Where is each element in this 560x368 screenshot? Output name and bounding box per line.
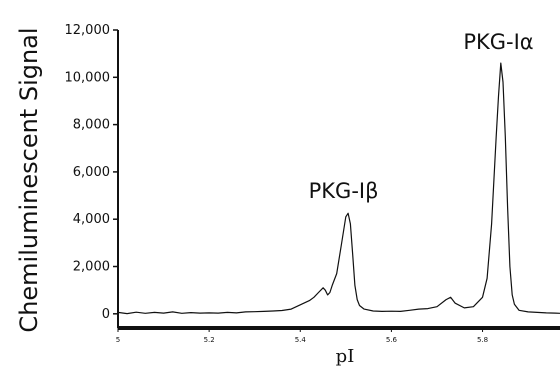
y-tick-label: 6,000 (73, 165, 110, 180)
y-tick-label: 4,000 (73, 212, 110, 227)
peak-annotation: PKG-Iβ (309, 179, 379, 203)
plot-area: 0 2,000 4,000 6,000 8,000 10,000 12,000 5 5.2 5.4… (65, 23, 560, 344)
y-tick-label: 2,000 (73, 260, 110, 275)
y-tick-label: 8,000 (73, 118, 110, 133)
x-tick-label: 5.2 (204, 336, 215, 344)
y-axis-label: Chemiluminescent Signal (15, 27, 43, 332)
peak-annotation: PKG-Iα (463, 30, 533, 54)
x-axis-label: pI (336, 346, 355, 367)
y-tick-label: 10,000 (65, 70, 111, 85)
x-tick-label: 5.6 (386, 336, 398, 344)
y-tick-label: 0 (102, 307, 110, 322)
x-tick-label: 5.8 (477, 336, 488, 344)
x-tick-label: 5 (116, 336, 120, 344)
series-line (117, 62, 560, 315)
x-tick-label: 5.4 (295, 336, 307, 344)
y-tick-label: 12,000 (65, 23, 111, 38)
